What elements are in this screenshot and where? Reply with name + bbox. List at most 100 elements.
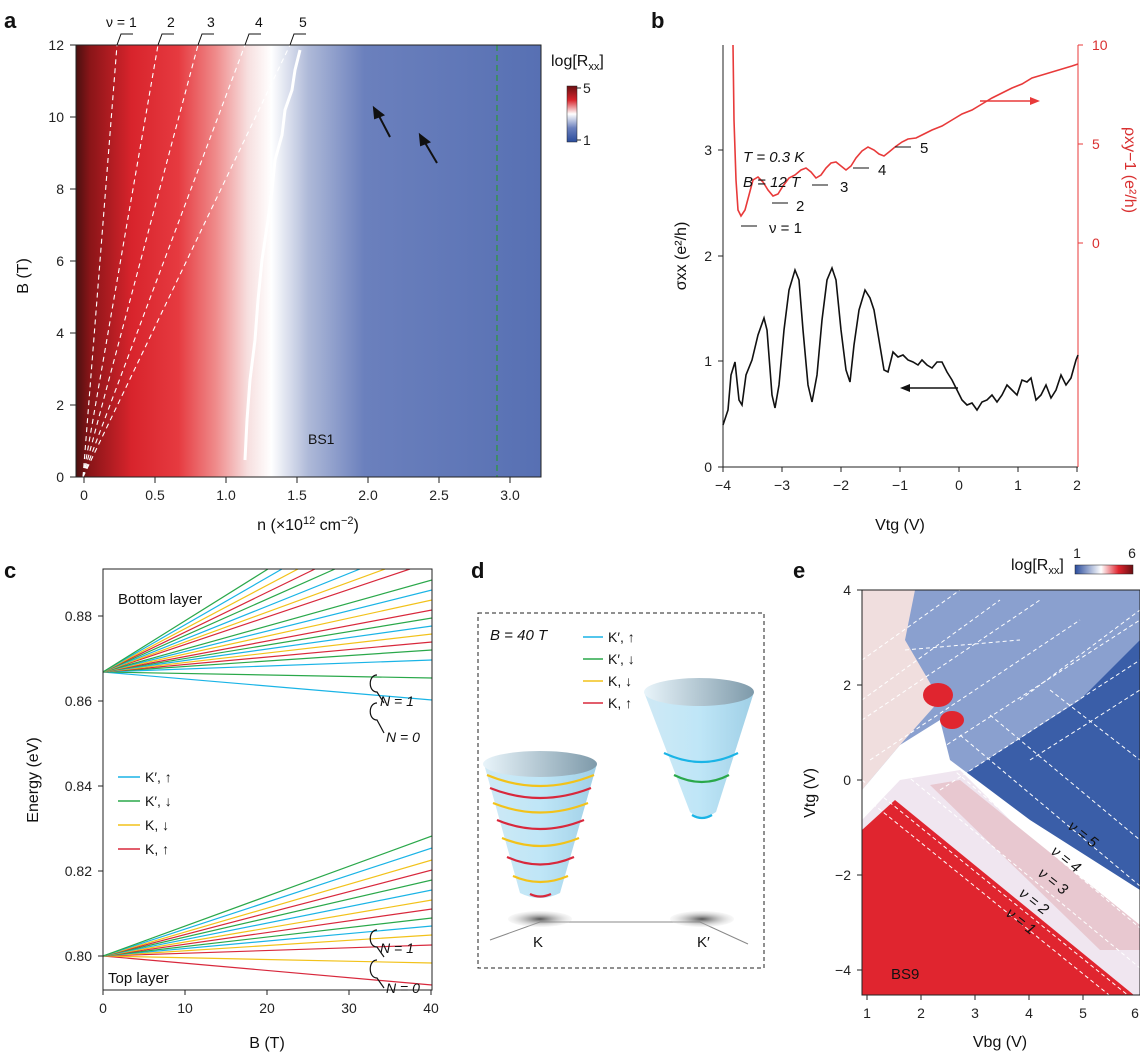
y-tick: 2 xyxy=(56,397,64,413)
y-tick: −2 xyxy=(835,867,851,883)
x-axis-label: Vbg (V) xyxy=(973,1034,1027,1051)
nu-label-5: 5 xyxy=(299,14,307,30)
legend-item: K, ↓ xyxy=(145,817,169,833)
legend-item: K, ↑ xyxy=(608,695,632,711)
x-tick: 5 xyxy=(1079,1005,1087,1021)
panel-a-colorbar: log[Rxx] 5 1 xyxy=(551,53,604,148)
legend-item: K′, ↑ xyxy=(145,769,172,785)
panel-a: a xyxy=(4,8,604,534)
panel-a-heatmap xyxy=(76,45,541,477)
nu-label-4: 4 xyxy=(878,162,886,179)
x-tick: 30 xyxy=(341,1000,357,1016)
cone-kprime xyxy=(644,678,754,820)
y-tick: 12 xyxy=(48,37,64,53)
x-tick: −2 xyxy=(833,477,849,493)
y-tick-right: 5 xyxy=(1092,136,1100,152)
x-tick: 6 xyxy=(1131,1005,1139,1021)
legend-item: K, ↓ xyxy=(608,673,632,689)
colorbar-tick: 6 xyxy=(1128,545,1136,561)
y-tick: 8 xyxy=(56,181,64,197)
x-tick: −1 xyxy=(892,477,908,493)
field-label: B = 40 T xyxy=(490,627,549,644)
colorbar-tick: 1 xyxy=(583,132,591,148)
y-tick: 0.84 xyxy=(65,778,92,794)
y-axis-label: Energy (eV) xyxy=(25,737,42,822)
x-tick: 1.0 xyxy=(216,487,236,503)
nu-label-2: 2 xyxy=(796,198,804,215)
x-tick: 20 xyxy=(259,1000,275,1016)
panel-d-legend: K′, ↑ K′, ↓ K, ↓ K, ↑ xyxy=(583,629,635,711)
legend-item: K′, ↓ xyxy=(145,793,172,809)
x-axis-label: n (×1012 cm−2) xyxy=(257,515,359,534)
x-tick: 0 xyxy=(99,1000,107,1016)
panel-c-legend: K′, ↑ K′, ↓ K, ↓ K, ↑ xyxy=(118,769,172,857)
x-tick: 40 xyxy=(423,1000,439,1016)
y-tick: 0.80 xyxy=(65,948,92,964)
x-tick: 0.5 xyxy=(145,487,165,503)
y-tick: 6 xyxy=(56,253,64,269)
legend-item: K′, ↓ xyxy=(608,651,635,667)
panel-c: c xyxy=(4,558,439,1052)
field-annotation: B = 12 T xyxy=(743,174,802,191)
valley-label-k: K xyxy=(533,934,543,951)
x-axis-label: B (T) xyxy=(249,1035,285,1052)
sigma-xx-curve xyxy=(722,265,1079,426)
top-layer-label: Top layer xyxy=(108,970,169,987)
y-axis-label: B (T) xyxy=(15,258,32,294)
y-tick: 4 xyxy=(843,582,851,598)
panel-b: b T = 0.3 K B = 12 T ν = 1 2 3 4 5 xyxy=(651,8,1138,534)
y-tick: 1 xyxy=(704,353,712,369)
x-tick: 10 xyxy=(177,1000,193,1016)
y-tick: 0 xyxy=(843,772,851,788)
panel-e: e xyxy=(793,545,1140,1051)
nu-label-4: 4 xyxy=(255,14,263,30)
landau-level-label: N = 1 xyxy=(380,940,414,956)
x-tick: 1 xyxy=(863,1005,871,1021)
y-tick: 4 xyxy=(56,325,64,341)
temperature-annotation: T = 0.3 K xyxy=(743,149,805,166)
y-tick: 0.88 xyxy=(65,608,92,624)
panel-d-letter: d xyxy=(471,558,484,583)
nu-label-5: 5 xyxy=(920,140,928,157)
x-tick: 2 xyxy=(917,1005,925,1021)
x-tick: 2.0 xyxy=(358,487,378,503)
y-tick-right: 0 xyxy=(1092,235,1100,251)
nu-label-1: ν = 1 xyxy=(106,14,137,30)
x-tick: −3 xyxy=(774,477,790,493)
panel-a-letter: a xyxy=(4,8,17,33)
panel-e-letter: e xyxy=(793,558,805,583)
x-tick: 2.5 xyxy=(429,487,449,503)
y-tick: 0 xyxy=(56,469,64,485)
panel-e-map xyxy=(862,590,1140,995)
x-tick: 0 xyxy=(955,477,963,493)
valley-shadow-k xyxy=(508,911,572,927)
y-tick: 0.86 xyxy=(65,693,92,709)
panel-a-x-axis: 0 0.5 1.0 1.5 2.0 2.5 3.0 n (×1012 cm−2) xyxy=(80,477,520,534)
legend-item: K′, ↑ xyxy=(608,629,635,645)
x-axis-label: Vtg (V) xyxy=(875,517,925,534)
landau-level-label: N = 0 xyxy=(386,729,420,745)
colorbar-title: log[Rxx] xyxy=(551,53,604,73)
panel-c-letter: c xyxy=(4,558,16,583)
x-tick: 3 xyxy=(971,1005,979,1021)
nu-label-3: 3 xyxy=(207,14,215,30)
panel-a-overlays xyxy=(82,45,498,477)
landau-level-label: N = 1 xyxy=(380,693,414,709)
y-tick: 2 xyxy=(843,677,851,693)
x-tick: 0 xyxy=(80,487,88,503)
rho-xy-inverse-curve xyxy=(732,44,1079,218)
panel-b-letter: b xyxy=(651,8,664,33)
y-tick-right: 10 xyxy=(1092,37,1108,53)
cone-k xyxy=(483,751,597,898)
nu-label-2: 2 xyxy=(167,14,175,30)
bottom-layer-label: Bottom layer xyxy=(118,591,202,608)
valley-label-kprime: K′ xyxy=(697,934,710,951)
y-tick: 2 xyxy=(704,248,712,264)
colorbar-tick: 1 xyxy=(1073,545,1081,561)
colorbar-tick: 5 xyxy=(583,80,591,96)
y-tick: 3 xyxy=(704,142,712,158)
panel-a-nu-labels: ν = 1 2 3 4 5 xyxy=(106,14,307,46)
panel-a-y-axis: 0 2 4 6 8 10 12 B (T) xyxy=(15,37,76,485)
valley-shadow-kprime xyxy=(670,911,734,927)
